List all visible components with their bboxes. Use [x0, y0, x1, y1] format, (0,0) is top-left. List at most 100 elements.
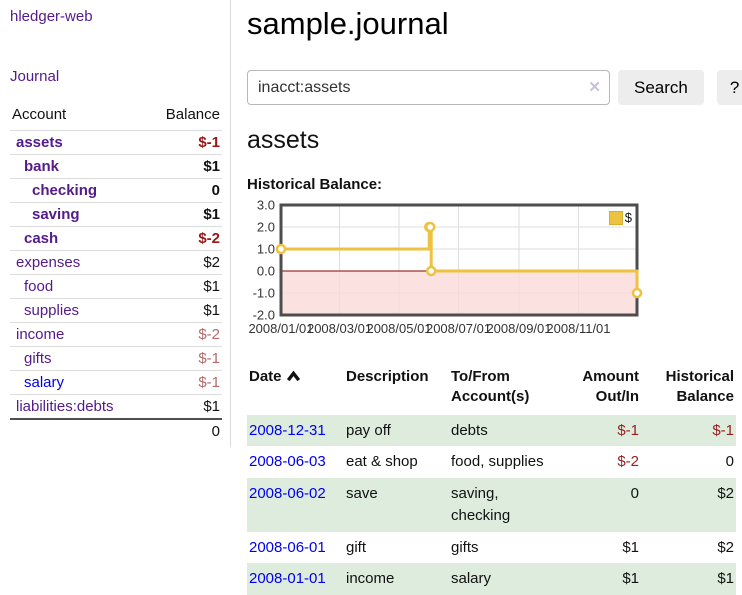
register-accounts: gifts [449, 532, 549, 564]
account-link[interactable]: cash [12, 230, 58, 247]
account-link[interactable]: salary [12, 374, 64, 391]
svg-text:2008/05/01: 2008/05/01 [366, 321, 431, 336]
search-box: ✕ [247, 70, 610, 105]
register-header-date-label: Date [249, 368, 282, 385]
svg-text:2008/09/01: 2008/09/01 [486, 321, 551, 336]
register-header-amount: Amount Out/In [549, 365, 641, 415]
account-name-cell: salary [10, 371, 147, 395]
svg-text:3.0: 3.0 [257, 198, 275, 213]
register-accounts: food, supplies [449, 446, 549, 478]
register-amount: $-2 [549, 446, 641, 478]
account-balance: $1 [147, 203, 222, 227]
account-name-cell: income [10, 323, 147, 347]
account-name-cell: assets [10, 131, 147, 155]
register-header-date[interactable]: Date [247, 365, 344, 415]
svg-text:2008/03/01: 2008/03/01 [307, 321, 372, 336]
register-balance: $-1 [641, 415, 736, 447]
account-balance: 0 [147, 179, 222, 203]
accounts-header-balance: Balance [147, 102, 222, 131]
account-row: cash $-2 [10, 227, 222, 251]
account-name-cell: cash [10, 227, 147, 251]
account-link[interactable]: saving [12, 206, 80, 223]
account-balance: $-2 [147, 227, 222, 251]
accounts-header-row: Account Balance [10, 102, 222, 131]
register-description: pay off [344, 415, 449, 447]
register-amount: 0 [549, 478, 641, 532]
account-row: supplies $1 [10, 299, 222, 323]
account-row: saving $1 [10, 203, 222, 227]
register-date-cell: 2008-12-31 [247, 415, 344, 447]
account-balance: $1 [147, 299, 222, 323]
account-name-cell: bank [10, 155, 147, 179]
account-balance: $1 [147, 275, 222, 299]
svg-text:1.0: 1.0 [257, 242, 275, 257]
page-title: sample.journal [247, 6, 742, 42]
sidebar-item-journal[interactable]: Journal [10, 68, 59, 85]
account-row: bank$1 [10, 155, 222, 179]
account-row: salary$-1 [10, 371, 222, 395]
svg-text:0.0: 0.0 [257, 264, 275, 279]
register-amount: $1 [549, 563, 641, 595]
account-row: gifts$-1 [10, 347, 222, 371]
accounts-total-value: 0 [147, 419, 222, 443]
register-balance: $2 [641, 532, 736, 564]
account-link[interactable]: checking [12, 182, 97, 199]
chart-title: Historical Balance: [247, 176, 742, 193]
account-link[interactable]: assets [12, 134, 63, 151]
register-header-balance: Historical Balance [641, 365, 736, 415]
sort-ascending-icon [286, 370, 301, 382]
register-description: eat & shop [344, 446, 449, 478]
search-input[interactable] [247, 70, 610, 105]
account-row: food $1 [10, 275, 222, 299]
transaction-date-link[interactable]: 2008-06-01 [249, 539, 326, 556]
svg-text:2008/01/01: 2008/01/01 [248, 321, 313, 336]
svg-text:2008/07/01: 2008/07/01 [426, 321, 491, 336]
account-row: expenses $2 [10, 251, 222, 275]
chart-canvas: 3.02.01.00.0-1.0-2.02008/01/012008/03/01… [247, 202, 644, 340]
transaction-date-link[interactable]: 2008-06-03 [249, 453, 326, 470]
account-link[interactable]: expenses [12, 254, 80, 271]
register-table: Date Description To/From Account(s) Amou… [247, 365, 736, 595]
transaction-date-link[interactable]: 2008-01-01 [249, 570, 326, 587]
series-label: $ [625, 210, 632, 225]
account-link[interactable]: gifts [12, 350, 52, 367]
register-amount: $-1 [549, 415, 641, 447]
search-button[interactable]: Search [618, 70, 704, 105]
sidebar-nav: Journal [10, 68, 222, 86]
account-balance: $-2 [147, 323, 222, 347]
transaction-date-link[interactable]: 2008-12-31 [249, 422, 326, 439]
register-description: gift [344, 532, 449, 564]
total-spacer [10, 419, 147, 443]
register-balance: $1 [641, 563, 736, 595]
clear-search-icon[interactable]: ✕ [588, 78, 601, 96]
account-name-cell: gifts [10, 347, 147, 371]
transaction-date-link[interactable]: 2008-06-02 [249, 485, 326, 502]
account-link[interactable]: food [12, 278, 53, 295]
help-button[interactable]: ? [717, 70, 742, 105]
register-description: income [344, 563, 449, 595]
account-name-cell: expenses [10, 251, 147, 275]
account-name-cell: food [10, 275, 147, 299]
account-link[interactable]: income [12, 326, 64, 343]
search-form: ✕ Search ? [247, 70, 742, 105]
account-link[interactable]: bank [12, 158, 59, 175]
register-accounts: saving, checking [449, 478, 549, 532]
account-link[interactable]: liabilities:debts [12, 398, 114, 415]
register-balance: 0 [641, 446, 736, 478]
register-description: save [344, 478, 449, 532]
account-row: assets$-1 [10, 131, 222, 155]
brand-link[interactable]: hledger-web [10, 8, 93, 25]
svg-text:-1.0: -1.0 [253, 286, 275, 301]
sidebar: hledger-web Journal Account Balance asse… [0, 0, 231, 447]
account-balance: $2 [147, 251, 222, 275]
svg-text:2.0: 2.0 [257, 220, 275, 235]
account-link[interactable]: supplies [12, 302, 79, 319]
